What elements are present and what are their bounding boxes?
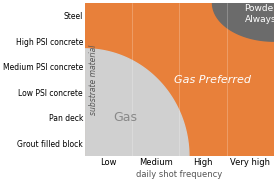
Polygon shape — [85, 49, 189, 156]
Text: Gas Preferred: Gas Preferred — [174, 75, 251, 85]
Polygon shape — [212, 3, 274, 41]
Text: Powder
Always: Powder Always — [244, 4, 277, 24]
X-axis label: daily shot frequency: daily shot frequency — [136, 170, 223, 179]
Text: substrate material: substrate material — [89, 44, 98, 115]
Polygon shape — [85, 3, 274, 156]
Text: Gas: Gas — [113, 111, 137, 124]
